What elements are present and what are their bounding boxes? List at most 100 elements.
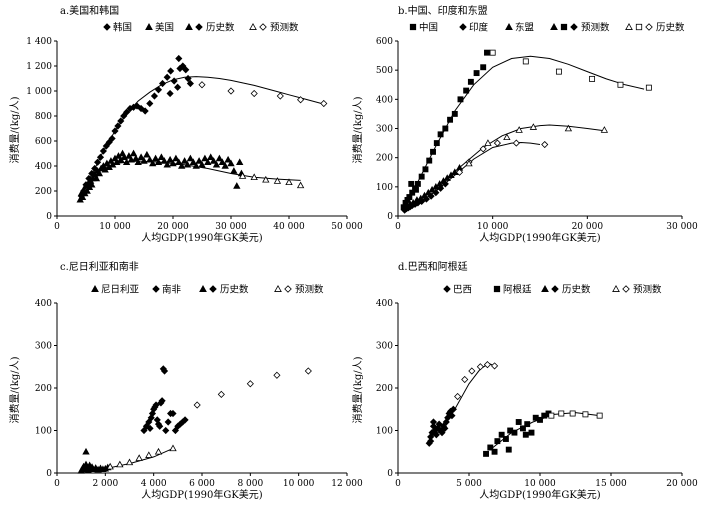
data-point xyxy=(218,158,226,166)
data-point xyxy=(537,416,543,423)
data-point xyxy=(149,159,157,167)
x-axis-label: 人均GDP(1990年GK美元) xyxy=(479,488,601,501)
x-tick-label: 4 000 xyxy=(141,479,167,489)
data-point xyxy=(479,145,487,153)
data-point xyxy=(146,155,154,163)
legend-entry: 历史数 xyxy=(541,284,591,296)
legend-entry: 巴西 xyxy=(443,285,472,296)
data-point xyxy=(95,169,104,177)
data-point xyxy=(158,79,167,88)
legend-label: 尼日利亚 xyxy=(101,284,140,296)
panel-title: a.美国和韩国 xyxy=(60,4,119,17)
data-point xyxy=(558,410,565,417)
data-point xyxy=(182,66,190,74)
y-tick-label: 100 xyxy=(376,183,393,193)
legend-entry: 东盟 xyxy=(505,22,535,34)
legend-marker xyxy=(625,22,633,30)
legend-label: 历史数 xyxy=(656,22,685,34)
data-point xyxy=(111,127,119,135)
y-tick-label: 400 xyxy=(376,95,393,105)
data-point xyxy=(145,451,153,458)
data-point xyxy=(224,155,232,163)
data-point xyxy=(645,84,652,91)
data-point xyxy=(503,133,511,141)
data-point xyxy=(96,153,105,161)
data-point xyxy=(414,180,421,187)
data-point xyxy=(212,160,221,168)
data-point xyxy=(476,363,484,371)
series xyxy=(77,54,194,200)
legend-marker xyxy=(199,284,207,292)
data-point xyxy=(473,70,480,77)
data-point xyxy=(105,138,113,146)
data-point xyxy=(195,157,203,164)
legend-entry: 历史数 xyxy=(185,22,235,34)
x-tick-label: 8 000 xyxy=(237,479,263,489)
series xyxy=(454,361,499,401)
legend-entry: 美国 xyxy=(145,22,174,34)
legend-entry: 中国 xyxy=(409,22,438,34)
data-point xyxy=(145,418,153,426)
data-point xyxy=(227,87,235,95)
series xyxy=(425,405,457,447)
data-point xyxy=(204,158,212,166)
data-point xyxy=(449,405,457,413)
trend-line xyxy=(79,76,324,196)
x-tick-label: 10 000 xyxy=(283,479,315,489)
data-point xyxy=(468,367,476,375)
y-tick-label: 0 xyxy=(387,212,393,222)
data-point xyxy=(430,148,436,155)
legend-marker xyxy=(91,284,99,292)
legend-marker xyxy=(152,285,160,293)
data-point xyxy=(426,157,433,164)
y-tick-label: 800 xyxy=(35,112,52,122)
data-point xyxy=(413,186,419,193)
data-point xyxy=(186,154,195,162)
data-point xyxy=(582,411,589,418)
x-tick-label: 30 000 xyxy=(215,222,247,232)
x-tick-label: 10 000 xyxy=(524,479,556,489)
y-tick-label: 0 xyxy=(46,212,52,222)
data-point xyxy=(250,173,258,181)
legend-label: 巴西 xyxy=(453,285,472,296)
x-axis-label: 人均GDP(1990年GK美元) xyxy=(141,488,263,501)
data-point xyxy=(236,158,244,166)
x-tick-label: 0 xyxy=(54,222,60,232)
data-point xyxy=(117,117,125,125)
data-point xyxy=(198,160,206,168)
data-point xyxy=(529,123,538,130)
data-point xyxy=(180,157,189,164)
data-point xyxy=(233,182,241,189)
data-point xyxy=(160,157,168,164)
data-point xyxy=(596,412,603,419)
data-point xyxy=(548,412,555,419)
data-point xyxy=(156,422,164,430)
legend-label: 历史数 xyxy=(220,284,249,296)
legend-entry: 南非 xyxy=(152,284,182,296)
legend-marker xyxy=(103,23,111,31)
data-point xyxy=(166,89,174,98)
y-axis-label: 消费量/(kg/人) xyxy=(8,96,21,163)
legend-label: 阿根廷 xyxy=(503,284,532,296)
legend-marker xyxy=(635,23,643,31)
y-tick-label: 400 xyxy=(35,299,52,309)
data-point xyxy=(116,460,124,468)
data-point xyxy=(512,139,520,147)
data-point xyxy=(201,154,209,162)
y-tick-label: 200 xyxy=(376,154,393,164)
data-point xyxy=(463,87,470,94)
data-point xyxy=(189,158,197,166)
legend-marker xyxy=(551,285,559,293)
x-tick-label: 10 000 xyxy=(99,222,131,232)
data-point xyxy=(227,159,235,167)
series xyxy=(400,49,490,211)
legend-marker xyxy=(622,285,630,293)
y-tick-label: 400 xyxy=(35,162,52,172)
data-point xyxy=(140,426,148,435)
data-point xyxy=(215,154,224,162)
legend-label: 美国 xyxy=(155,22,174,34)
data-point xyxy=(158,397,166,405)
data-point xyxy=(487,444,494,451)
data-point xyxy=(134,158,142,166)
data-point xyxy=(467,78,474,85)
